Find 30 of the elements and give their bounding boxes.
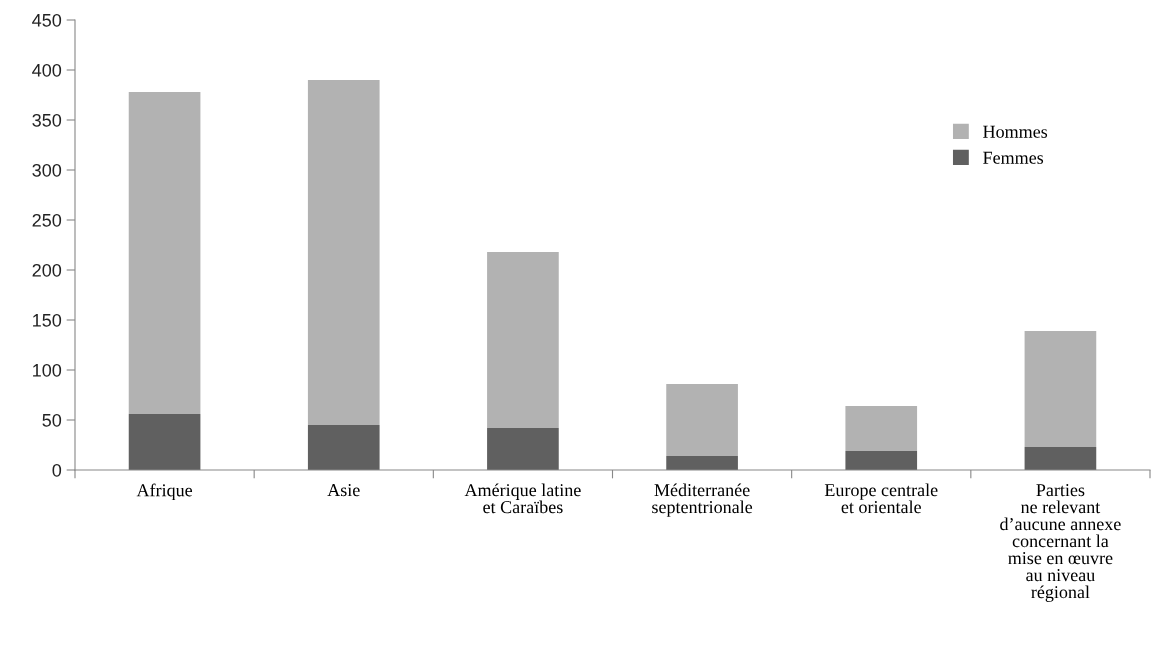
bar bbox=[128, 414, 201, 470]
x-tick-label: Parties ne relevant d’aucune annexe concernant la mise en œuvre au niveau régional bbox=[1000, 484, 1121, 602]
bar bbox=[666, 456, 738, 470]
x-tick-label: Asie bbox=[327, 484, 360, 497]
legend-label: Hommes bbox=[983, 125, 1048, 138]
y-tick-label: 350 bbox=[32, 113, 62, 127]
y-tick-label: 250 bbox=[32, 213, 62, 227]
bar bbox=[487, 252, 559, 428]
y-tick-label: 300 bbox=[32, 163, 62, 177]
y-tick-label: 0 bbox=[52, 463, 62, 477]
bar bbox=[1024, 447, 1097, 470]
bar bbox=[845, 451, 918, 470]
y-tick-label: 200 bbox=[32, 263, 62, 277]
x-tick-label: Afrique bbox=[136, 483, 193, 501]
x-tick-label: Europe centrale et orientale bbox=[824, 483, 938, 514]
bar bbox=[307, 425, 380, 470]
bar bbox=[845, 406, 918, 451]
x-tick-label: Amérique latine et Caraïbes bbox=[464, 483, 581, 514]
y-tick-label: 150 bbox=[33, 313, 62, 327]
y-tick-label: 450 bbox=[32, 13, 62, 27]
bar bbox=[128, 92, 201, 414]
bar bbox=[487, 428, 559, 470]
bar bbox=[666, 384, 738, 456]
bar bbox=[307, 80, 380, 425]
y-tick-label: 400 bbox=[32, 63, 62, 77]
legend-label: Femmes bbox=[983, 151, 1044, 164]
bar bbox=[1024, 331, 1097, 447]
x-tick-label: Méditerranée septentrionale bbox=[652, 483, 753, 517]
y-tick-label: 100 bbox=[33, 363, 62, 377]
y-tick-label: 50 bbox=[42, 413, 62, 427]
